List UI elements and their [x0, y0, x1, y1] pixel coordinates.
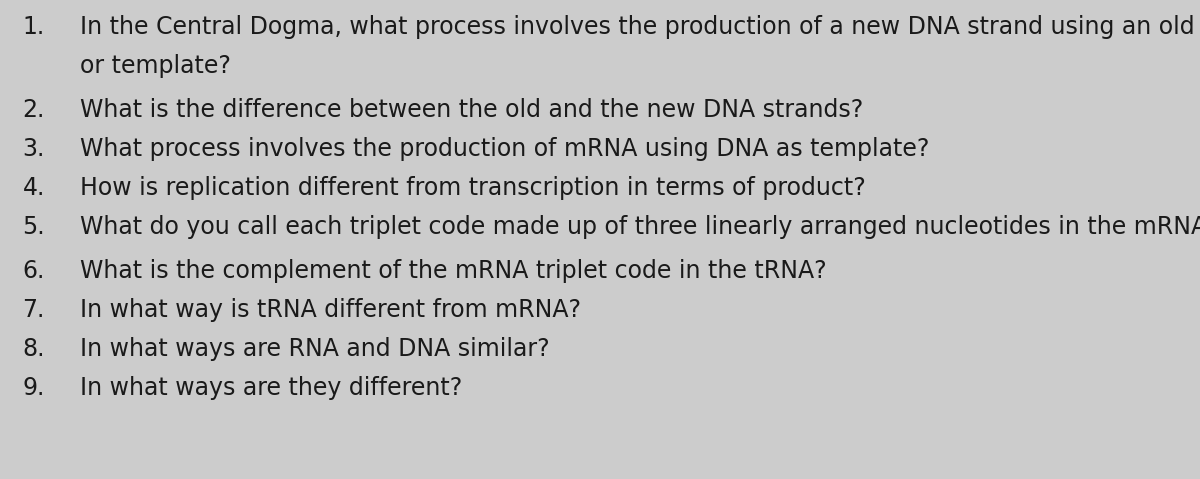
Text: In what way is tRNA different from mRNA?: In what way is tRNA different from mRNA?: [80, 298, 581, 322]
Text: How is replication different from transcription in terms of product?: How is replication different from transc…: [80, 176, 865, 200]
Text: or template?: or template?: [80, 54, 230, 78]
Text: 5.: 5.: [23, 215, 46, 239]
Text: In what ways are RNA and DNA similar?: In what ways are RNA and DNA similar?: [80, 337, 550, 361]
Text: 3.: 3.: [23, 137, 46, 161]
Text: What is the difference between the old and the new DNA strands?: What is the difference between the old a…: [80, 98, 863, 122]
Text: 2.: 2.: [23, 98, 46, 122]
Text: What is the complement of the mRNA triplet code in the tRNA?: What is the complement of the mRNA tripl…: [80, 259, 827, 283]
Text: What process involves the production of mRNA using DNA as template?: What process involves the production of …: [80, 137, 929, 161]
Text: 4.: 4.: [23, 176, 46, 200]
Text: 8.: 8.: [23, 337, 46, 361]
Text: 6.: 6.: [23, 259, 46, 283]
Text: What do you call each triplet code made up of three linearly arranged nucleotide: What do you call each triplet code made …: [80, 215, 1200, 239]
Text: In the Central Dogma, what process involves the production of a new DNA strand u: In the Central Dogma, what process invol…: [80, 15, 1200, 39]
Text: 1.: 1.: [23, 15, 46, 39]
Text: In what ways are they different?: In what ways are they different?: [80, 376, 462, 400]
Text: 7.: 7.: [23, 298, 46, 322]
Text: 9.: 9.: [23, 376, 46, 400]
